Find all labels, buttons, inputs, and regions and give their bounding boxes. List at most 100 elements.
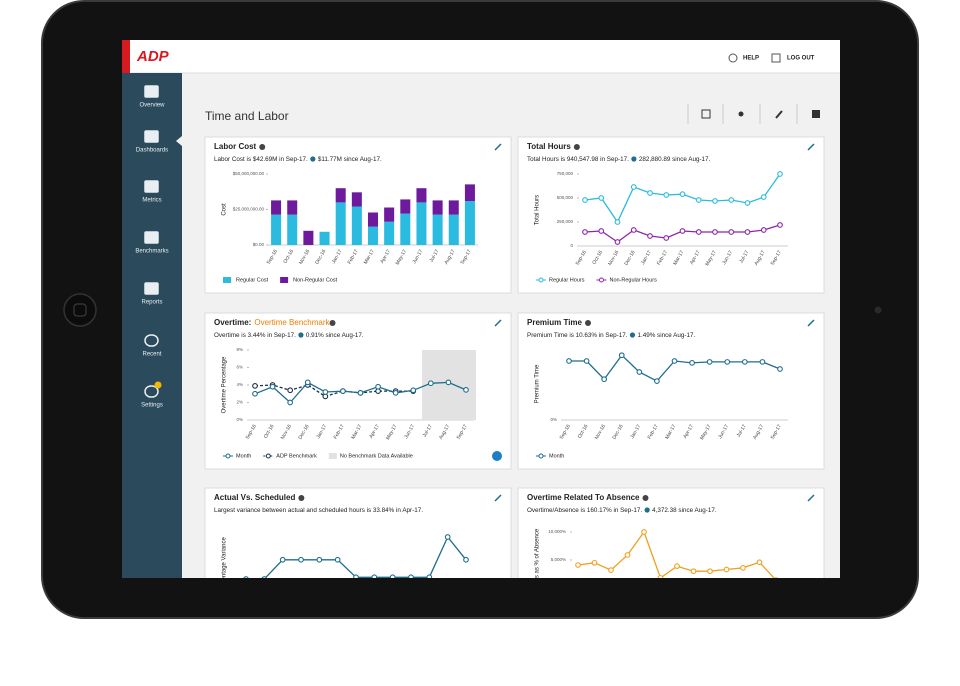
- subtitle-change: 282,880.89 since Aug-17.: [639, 156, 711, 163]
- data-point: [334, 556, 341, 563]
- y-tick-label: 0%: [236, 417, 243, 422]
- data-point: [777, 366, 783, 372]
- bar-segment: [464, 201, 475, 245]
- data-point: [663, 235, 670, 241]
- benchmark-link[interactable]: Overtime Benchmark: [254, 318, 330, 327]
- nav-item[interactable]: Reports: [141, 282, 163, 306]
- subtitle-text: Largest variance between actual and sche…: [214, 507, 423, 514]
- edit-button[interactable]: [775, 110, 783, 119]
- data-point: [445, 379, 452, 386]
- data-point: [723, 566, 730, 573]
- data-point: [728, 229, 735, 235]
- expand-icon: [494, 319, 502, 327]
- subtitle-change: $11.77M since Aug-17.: [318, 156, 382, 163]
- data-point: [316, 556, 323, 563]
- nav-item[interactable]: Overview: [139, 85, 165, 109]
- data-point: [463, 556, 469, 563]
- data-point: [674, 563, 680, 570]
- bar-segment: [416, 188, 427, 203]
- nav-item[interactable]: Metrics: [142, 180, 162, 204]
- settings-badge: [154, 381, 162, 389]
- subtitle-text: Labor Cost is $42.69M in Sep-17.: [214, 156, 308, 163]
- screen: ADP HELP LOG OUT Time and Labor Overview…: [122, 40, 840, 633]
- y-axis-title: Percentage Variance: [222, 537, 228, 593]
- data-point: [712, 229, 718, 235]
- data-point: [728, 197, 735, 203]
- legend-swatch: [328, 453, 337, 459]
- nav-item[interactable]: Settings: [141, 381, 163, 409]
- nav-item[interactable]: Recent: [142, 334, 162, 358]
- bar-segment: [351, 206, 362, 245]
- data-point: [340, 388, 346, 394]
- legend-label: ADP Benchmark: [276, 453, 317, 459]
- logout-link[interactable]: LOG OUT: [787, 56, 815, 62]
- legend-marker: [538, 453, 544, 459]
- data-point: [760, 194, 767, 200]
- data-point: [261, 576, 268, 578]
- change-icon: [631, 156, 637, 162]
- home-button[interactable]: [63, 293, 97, 327]
- nav-item[interactable]: Benchmarks: [135, 231, 169, 255]
- data-point: [287, 387, 294, 394]
- bar-segment: [319, 231, 330, 245]
- bar-segment: [384, 207, 395, 222]
- data-point: [624, 552, 631, 558]
- bar-segment: [351, 192, 362, 207]
- data-point: [695, 197, 702, 203]
- y-axis-title: Overtime Percentage: [222, 356, 228, 413]
- y-axis-title: Cost: [222, 203, 228, 216]
- camera: [874, 306, 882, 314]
- chart-menu-button[interactable]: [492, 451, 502, 461]
- legend-label: No Benchmark Data Available: [340, 453, 413, 459]
- nav-item[interactable]: Dashboards: [136, 130, 168, 154]
- legend-marker: [226, 629, 230, 633]
- legend-swatch: [280, 277, 289, 283]
- subtitle-text: Premium Time is 10.63% in Sep-17.: [527, 332, 628, 339]
- bar-segment: [448, 200, 459, 215]
- data-point: [598, 195, 605, 201]
- nav-label: Benchmarks: [135, 249, 168, 255]
- nav-icon: [144, 282, 159, 295]
- share-button[interactable]: [738, 111, 744, 117]
- add-button[interactable]: [812, 110, 820, 118]
- nav-icon: [144, 130, 159, 143]
- y-tick-label: 10,000%: [548, 529, 566, 534]
- data-point: [679, 191, 686, 198]
- nav-label: Dashboards: [136, 148, 168, 154]
- chart-card: Labor Cost Labor Cost is $42.69M in Sep-1…: [204, 136, 512, 294]
- toolbar: [687, 104, 798, 124]
- data-point: [304, 379, 311, 386]
- nav-icon: [144, 231, 159, 244]
- help-link[interactable]: HELP: [743, 56, 759, 62]
- bar-segment: [303, 230, 314, 245]
- y-tick-label: 750,000: [557, 171, 574, 176]
- bar-segment: [335, 202, 346, 245]
- bar-segment: [400, 213, 411, 245]
- data-point: [641, 529, 647, 535]
- data-point: [582, 229, 588, 235]
- data-point: [427, 380, 434, 387]
- change-icon: [310, 156, 316, 162]
- chart-title-text: Total Hours: [527, 142, 571, 151]
- chart-card: Overtime Related To Absence Overtime/Abse…: [517, 487, 825, 578]
- expand-icon: [807, 494, 815, 502]
- y-tick-label: 4%: [236, 382, 243, 387]
- data-point: [252, 390, 258, 397]
- nav-icon: [144, 385, 159, 398]
- info-icon: [259, 144, 266, 150]
- bar-segment: [432, 214, 443, 245]
- legend-label: Non-Regular Hours: [609, 277, 657, 283]
- bar-segment: [384, 221, 395, 245]
- data-point: [601, 376, 608, 383]
- data-point: [724, 359, 731, 365]
- expand-icon: [494, 143, 502, 151]
- chart-card: Total Hours Total Hours is 940,547.98 in …: [517, 136, 825, 294]
- bar-segment: [271, 200, 282, 215]
- sidebar: [122, 73, 182, 578]
- legend-label: Regular Hours: [549, 277, 585, 283]
- nav-label: Recent: [142, 352, 161, 358]
- data-point: [663, 192, 670, 198]
- data-point: [756, 559, 763, 566]
- calendar-button[interactable]: [701, 109, 711, 119]
